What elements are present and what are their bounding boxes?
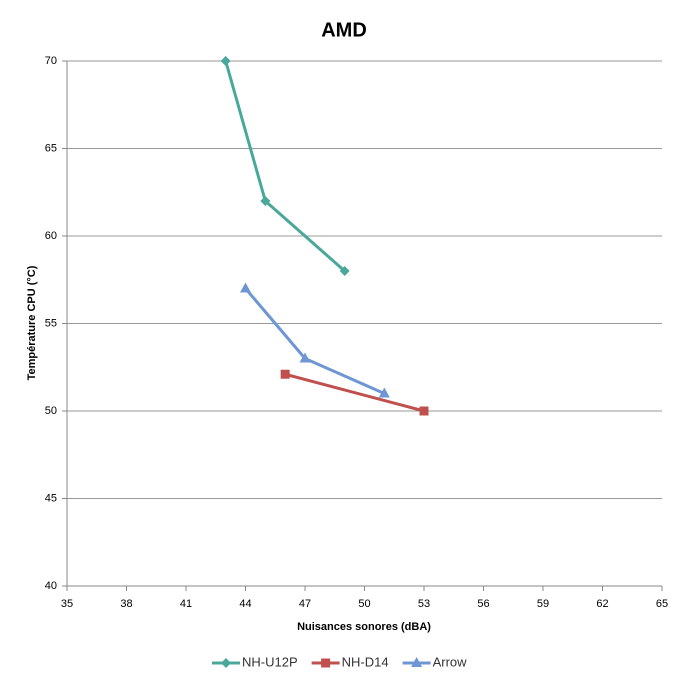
x-tick-label: 53 <box>418 598 430 610</box>
data-point <box>280 369 290 379</box>
x-tick-label: 62 <box>596 598 608 610</box>
y-tick-label: 45 <box>45 492 57 504</box>
y-tick-label: 65 <box>45 142 57 154</box>
y-tick-label: 60 <box>45 230 57 242</box>
data-point <box>299 352 311 363</box>
x-tick-label: 38 <box>120 598 132 610</box>
data-point <box>419 406 429 416</box>
x-tick-label: 65 <box>656 598 668 610</box>
legend-marker <box>221 658 231 668</box>
x-tick-label: 47 <box>299 598 311 610</box>
y-tick-label: 50 <box>45 405 57 417</box>
series-line <box>244 287 385 395</box>
data-point <box>220 56 231 66</box>
x-tick-label: 59 <box>537 598 549 610</box>
chart-title: AMD <box>321 19 367 41</box>
data-point <box>260 196 271 206</box>
x-axis-title: Nuisances sonores (dBA) <box>297 621 431 633</box>
data-point <box>378 387 390 398</box>
legend-marker <box>411 657 423 667</box>
y-tick-label: 70 <box>45 55 57 67</box>
y-tick-label: 40 <box>45 580 57 592</box>
y-axis-title: Température CPU (°C) <box>26 265 38 380</box>
legend-marker <box>321 658 331 668</box>
data-point <box>339 266 350 276</box>
x-tick-label: 50 <box>358 598 370 610</box>
legend-label: Arrow <box>433 654 468 669</box>
series-line <box>224 60 346 273</box>
series-line <box>284 372 425 413</box>
legend-label: NH-D14 <box>342 654 389 669</box>
x-tick-label: 41 <box>180 598 192 610</box>
x-tick-label: 56 <box>477 598 489 610</box>
x-tick-label: 35 <box>61 598 73 610</box>
y-tick-label: 55 <box>45 317 57 329</box>
x-tick-label: 44 <box>239 598 251 610</box>
legend-label: NH-U12P <box>242 654 298 669</box>
data-point <box>240 282 251 293</box>
